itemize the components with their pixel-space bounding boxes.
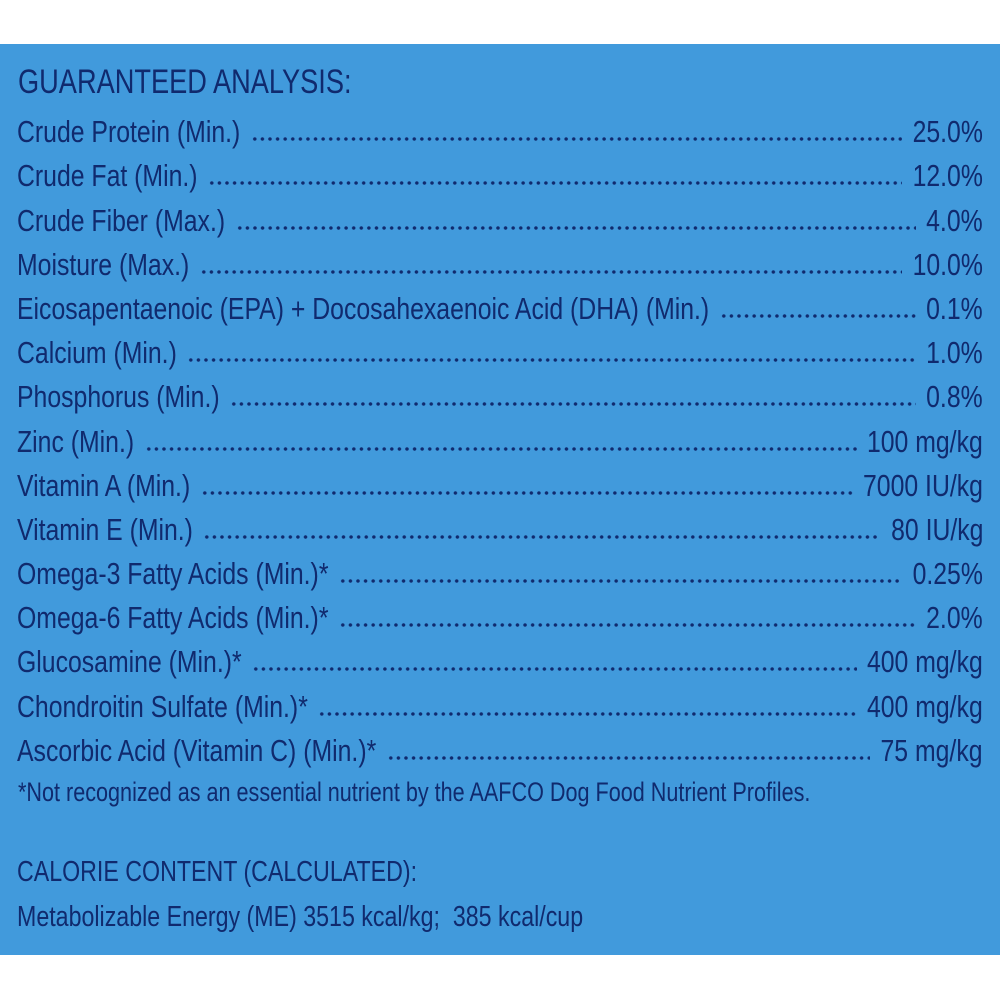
nutrient-name: Eicosapentaenoic (EPA) + Docosahexaenoic… <box>17 291 710 327</box>
nutrient-name: Moisture (Max.) <box>17 247 190 283</box>
dot-leader <box>339 622 916 629</box>
nutrient-value: 4.0% <box>926 203 983 239</box>
nutrient-name-text: Eicosapentaenoic (EPA) + Docosahexaenoic… <box>17 290 710 326</box>
nutrient-value: 12.0% <box>912 158 983 194</box>
nutrition-label-panel: GUARANTEED ANALYSIS: Crude Protein (Min.… <box>0 44 1000 955</box>
nutrient-name: Chondroitin Sulfate (Min.)* <box>17 689 308 725</box>
analysis-row: Vitamin E (Min.) 80 IU/kg <box>17 504 983 548</box>
dot-leader <box>236 224 916 231</box>
nutrient-name: Phosphorus (Min.) <box>17 379 220 415</box>
nutrient-name: Crude Fat (Min.) <box>17 158 198 194</box>
nutrient-name-text: Calcium (Min.) <box>17 335 177 371</box>
nutrient-value: 25.0% <box>912 114 983 150</box>
dot-leader <box>187 357 916 364</box>
nutrient-value-text: 75 mg/kg <box>880 732 983 768</box>
guaranteed-analysis-heading: GUARANTEED ANALYSIS: <box>18 63 352 101</box>
analysis-row: Calcium (Min.) 1.0% <box>17 327 983 371</box>
nutrient-value-text: 25.0% <box>912 114 983 150</box>
dot-leader <box>230 401 916 408</box>
dot-leader <box>387 754 870 761</box>
nutrient-name: Vitamin A (Min.) <box>17 468 191 504</box>
nutrient-name-text: Glucosamine (Min.)* <box>17 644 242 680</box>
nutrient-value: 10.0% <box>912 247 983 283</box>
analysis-row: Crude Protein (Min.) 25.0% <box>17 106 983 150</box>
dot-leader <box>339 578 902 585</box>
nutrient-value-text: 0.1% <box>926 290 983 326</box>
analysis-row: Eicosapentaenoic (EPA) + Docosahexaenoic… <box>17 283 983 327</box>
nutrient-name-text: Zinc (Min.) <box>17 423 135 459</box>
nutrient-name: Omega-6 Fatty Acids (Min.)* <box>17 600 329 636</box>
analysis-row: Crude Fiber (Max.) 4.0% <box>17 194 983 238</box>
analysis-table: Crude Protein (Min.) 25.0% Crude Fat (Min.… <box>17 106 983 769</box>
nutrient-value-text: 7000 IU/kg <box>863 467 983 503</box>
nutrient-value-text: 4.0% <box>926 202 983 238</box>
nutrient-name: Zinc (Min.) <box>17 424 135 460</box>
nutrient-name-text: Chondroitin Sulfate (Min.)* <box>17 688 308 724</box>
dot-leader <box>200 268 902 275</box>
nutrient-value-text: 80 IU/kg <box>890 511 983 547</box>
footnote: *Not recognized as an essential nutrient… <box>18 777 811 807</box>
metabolizable-energy-line: Metabolizable Energy (ME) 3515 kcal/kg; … <box>17 901 584 933</box>
nutrient-value: 1.0% <box>926 335 983 371</box>
nutrient-name: Crude Fiber (Max.) <box>17 203 226 239</box>
nutrient-name-text: Ascorbic Acid (Vitamin C) (Min.)* <box>17 732 377 768</box>
nutrient-value: 75 mg/kg <box>880 733 983 769</box>
dot-leader <box>145 445 857 452</box>
nutrient-name: Crude Protein (Min.) <box>17 114 241 150</box>
nutrient-value: 400 mg/kg <box>867 644 983 680</box>
nutrient-name-text: Crude Fiber (Max.) <box>17 202 226 238</box>
nutrient-value-text: 0.25% <box>912 556 983 592</box>
nutrient-name: Calcium (Min.) <box>17 335 177 371</box>
nutrient-value: 7000 IU/kg <box>863 468 983 504</box>
nutrient-value-text: 400 mg/kg <box>867 688 983 724</box>
nutrient-value: 80 IU/kg <box>890 512 983 548</box>
nutrient-value-text: 12.0% <box>912 158 983 194</box>
nutrient-name-text: Moisture (Max.) <box>17 246 190 282</box>
analysis-row: Ascorbic Acid (Vitamin C) (Min.)* 75 mg/k… <box>17 725 983 769</box>
analysis-row: Vitamin A (Min.) 7000 IU/kg <box>17 460 983 504</box>
nutrient-name-text: Vitamin A (Min.) <box>17 467 191 503</box>
analysis-row: Zinc (Min.) 100 mg/kg <box>17 415 983 459</box>
analysis-row: Phosphorus (Min.) 0.8% <box>17 371 983 415</box>
nutrient-name: Vitamin E (Min.) <box>17 512 193 548</box>
analysis-row: Crude Fat (Min.) 12.0% <box>17 150 983 194</box>
nutrient-name-text: Phosphorus (Min.) <box>17 379 220 415</box>
dot-leader <box>203 533 880 540</box>
nutrient-name-text: Crude Protein (Min.) <box>17 114 241 150</box>
dot-leader <box>251 136 902 143</box>
nutrient-name-text: Crude Fat (Min.) <box>17 158 198 194</box>
nutrient-name: Glucosamine (Min.)* <box>17 644 242 680</box>
nutrient-name: Omega-3 Fatty Acids (Min.)* <box>17 556 329 592</box>
nutrient-value-text: 0.8% <box>926 379 983 415</box>
analysis-row: Omega-6 Fatty Acids (Min.)* 2.0% <box>17 592 983 636</box>
nutrient-value: 2.0% <box>926 600 983 636</box>
nutrient-name-text: Omega-3 Fatty Acids (Min.)* <box>17 556 329 592</box>
analysis-row: Glucosamine (Min.)* 400 mg/kg <box>17 636 983 680</box>
calorie-content-heading: CALORIE CONTENT (CALCULATED): <box>17 856 418 888</box>
nutrient-value: 0.25% <box>912 556 983 592</box>
analysis-row: Omega-3 Fatty Acids (Min.)* 0.25% <box>17 548 983 592</box>
dot-leader <box>208 180 902 187</box>
analysis-row: Moisture (Max.) 10.0% <box>17 239 983 283</box>
nutrient-value-text: 100 mg/kg <box>867 423 983 459</box>
dot-leader <box>201 489 853 496</box>
nutrient-value: 100 mg/kg <box>867 424 983 460</box>
nutrient-value: 0.8% <box>926 379 983 415</box>
dot-leader <box>252 666 857 673</box>
nutrient-name: Ascorbic Acid (Vitamin C) (Min.)* <box>17 733 377 769</box>
dot-leader <box>318 710 857 717</box>
nutrient-value: 400 mg/kg <box>867 689 983 725</box>
nutrient-name-text: Vitamin E (Min.) <box>17 511 193 547</box>
nutrient-value: 0.1% <box>926 291 983 327</box>
nutrient-value-text: 400 mg/kg <box>867 644 983 680</box>
nutrient-value-text: 10.0% <box>912 246 983 282</box>
dot-leader <box>720 312 916 319</box>
nutrient-name-text: Omega-6 Fatty Acids (Min.)* <box>17 600 329 636</box>
nutrient-value-text: 2.0% <box>926 600 983 636</box>
analysis-row: Chondroitin Sulfate (Min.)* 400 mg/kg <box>17 680 983 724</box>
nutrient-value-text: 1.0% <box>926 335 983 371</box>
